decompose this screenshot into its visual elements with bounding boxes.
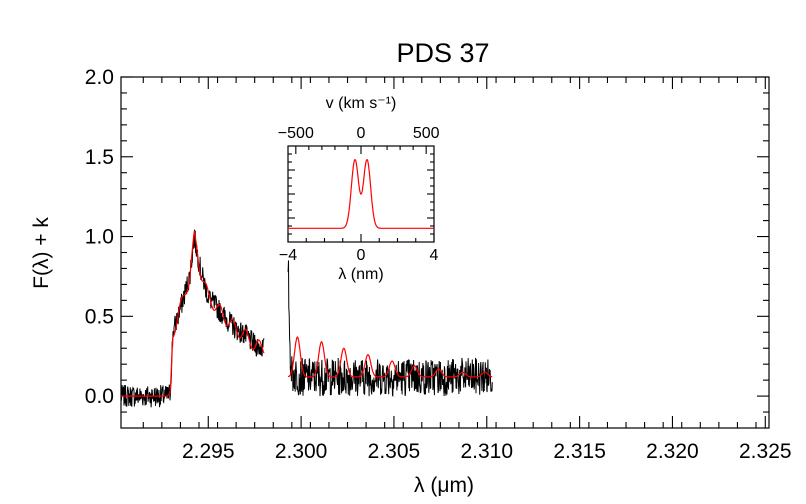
inset-x-tick-label: 4 bbox=[430, 247, 439, 264]
inset-x2-tick-label: 500 bbox=[413, 125, 440, 142]
inset-x-tick-label: −4 bbox=[279, 247, 297, 264]
main-traces bbox=[120, 229, 493, 408]
x-tick-label: 2.305 bbox=[368, 440, 421, 463]
inset-x2-tick-label: 0 bbox=[357, 125, 366, 142]
inset-plot: −4 0 4 −500 0 500 v (km s⁻¹) λ (nm) bbox=[278, 95, 440, 283]
y-tick-label: 0.5 bbox=[85, 305, 114, 328]
y-tick-label: 2.0 bbox=[85, 66, 114, 89]
x-tick-label: 2.315 bbox=[553, 440, 606, 463]
x-tick-label: 2.310 bbox=[460, 440, 513, 463]
y-axis-title: F(λ) + k bbox=[30, 217, 53, 289]
x-tick-label: 2.300 bbox=[275, 440, 328, 463]
y-tick-label: 1.0 bbox=[85, 226, 114, 249]
model-spectrum-segment bbox=[121, 230, 265, 397]
x-axis-title: λ (μm) bbox=[414, 474, 474, 497]
y-tick-label: 0.0 bbox=[85, 385, 114, 408]
x-tick-label: 2.320 bbox=[646, 440, 699, 463]
model-spectrum-segment bbox=[287, 336, 493, 378]
chart-title: PDS 37 bbox=[396, 38, 489, 68]
y-tick-label: 1.5 bbox=[85, 146, 114, 169]
inset-traces bbox=[288, 159, 434, 229]
x-tick-label: 2.325 bbox=[739, 440, 792, 463]
main-axis-ticks: 2.295 2.300 2.305 2.310 2.315 2.320 2.325 0.0 0.… bbox=[85, 66, 792, 463]
inset-top-axis-title: v (km s⁻¹) bbox=[326, 95, 397, 112]
observed-spectrum-segment bbox=[287, 260, 493, 398]
inset-axis-ticks: −4 0 4 −500 0 500 bbox=[278, 125, 440, 264]
inset-bottom-axis-title: λ (nm) bbox=[338, 266, 383, 283]
observed-spectrum-segment bbox=[120, 229, 265, 408]
inset-x2-tick-label: −500 bbox=[278, 125, 314, 142]
inset-profile-line bbox=[288, 159, 434, 229]
x-tick-label: 2.295 bbox=[182, 440, 235, 463]
inset-x-tick-label: 0 bbox=[357, 247, 366, 264]
